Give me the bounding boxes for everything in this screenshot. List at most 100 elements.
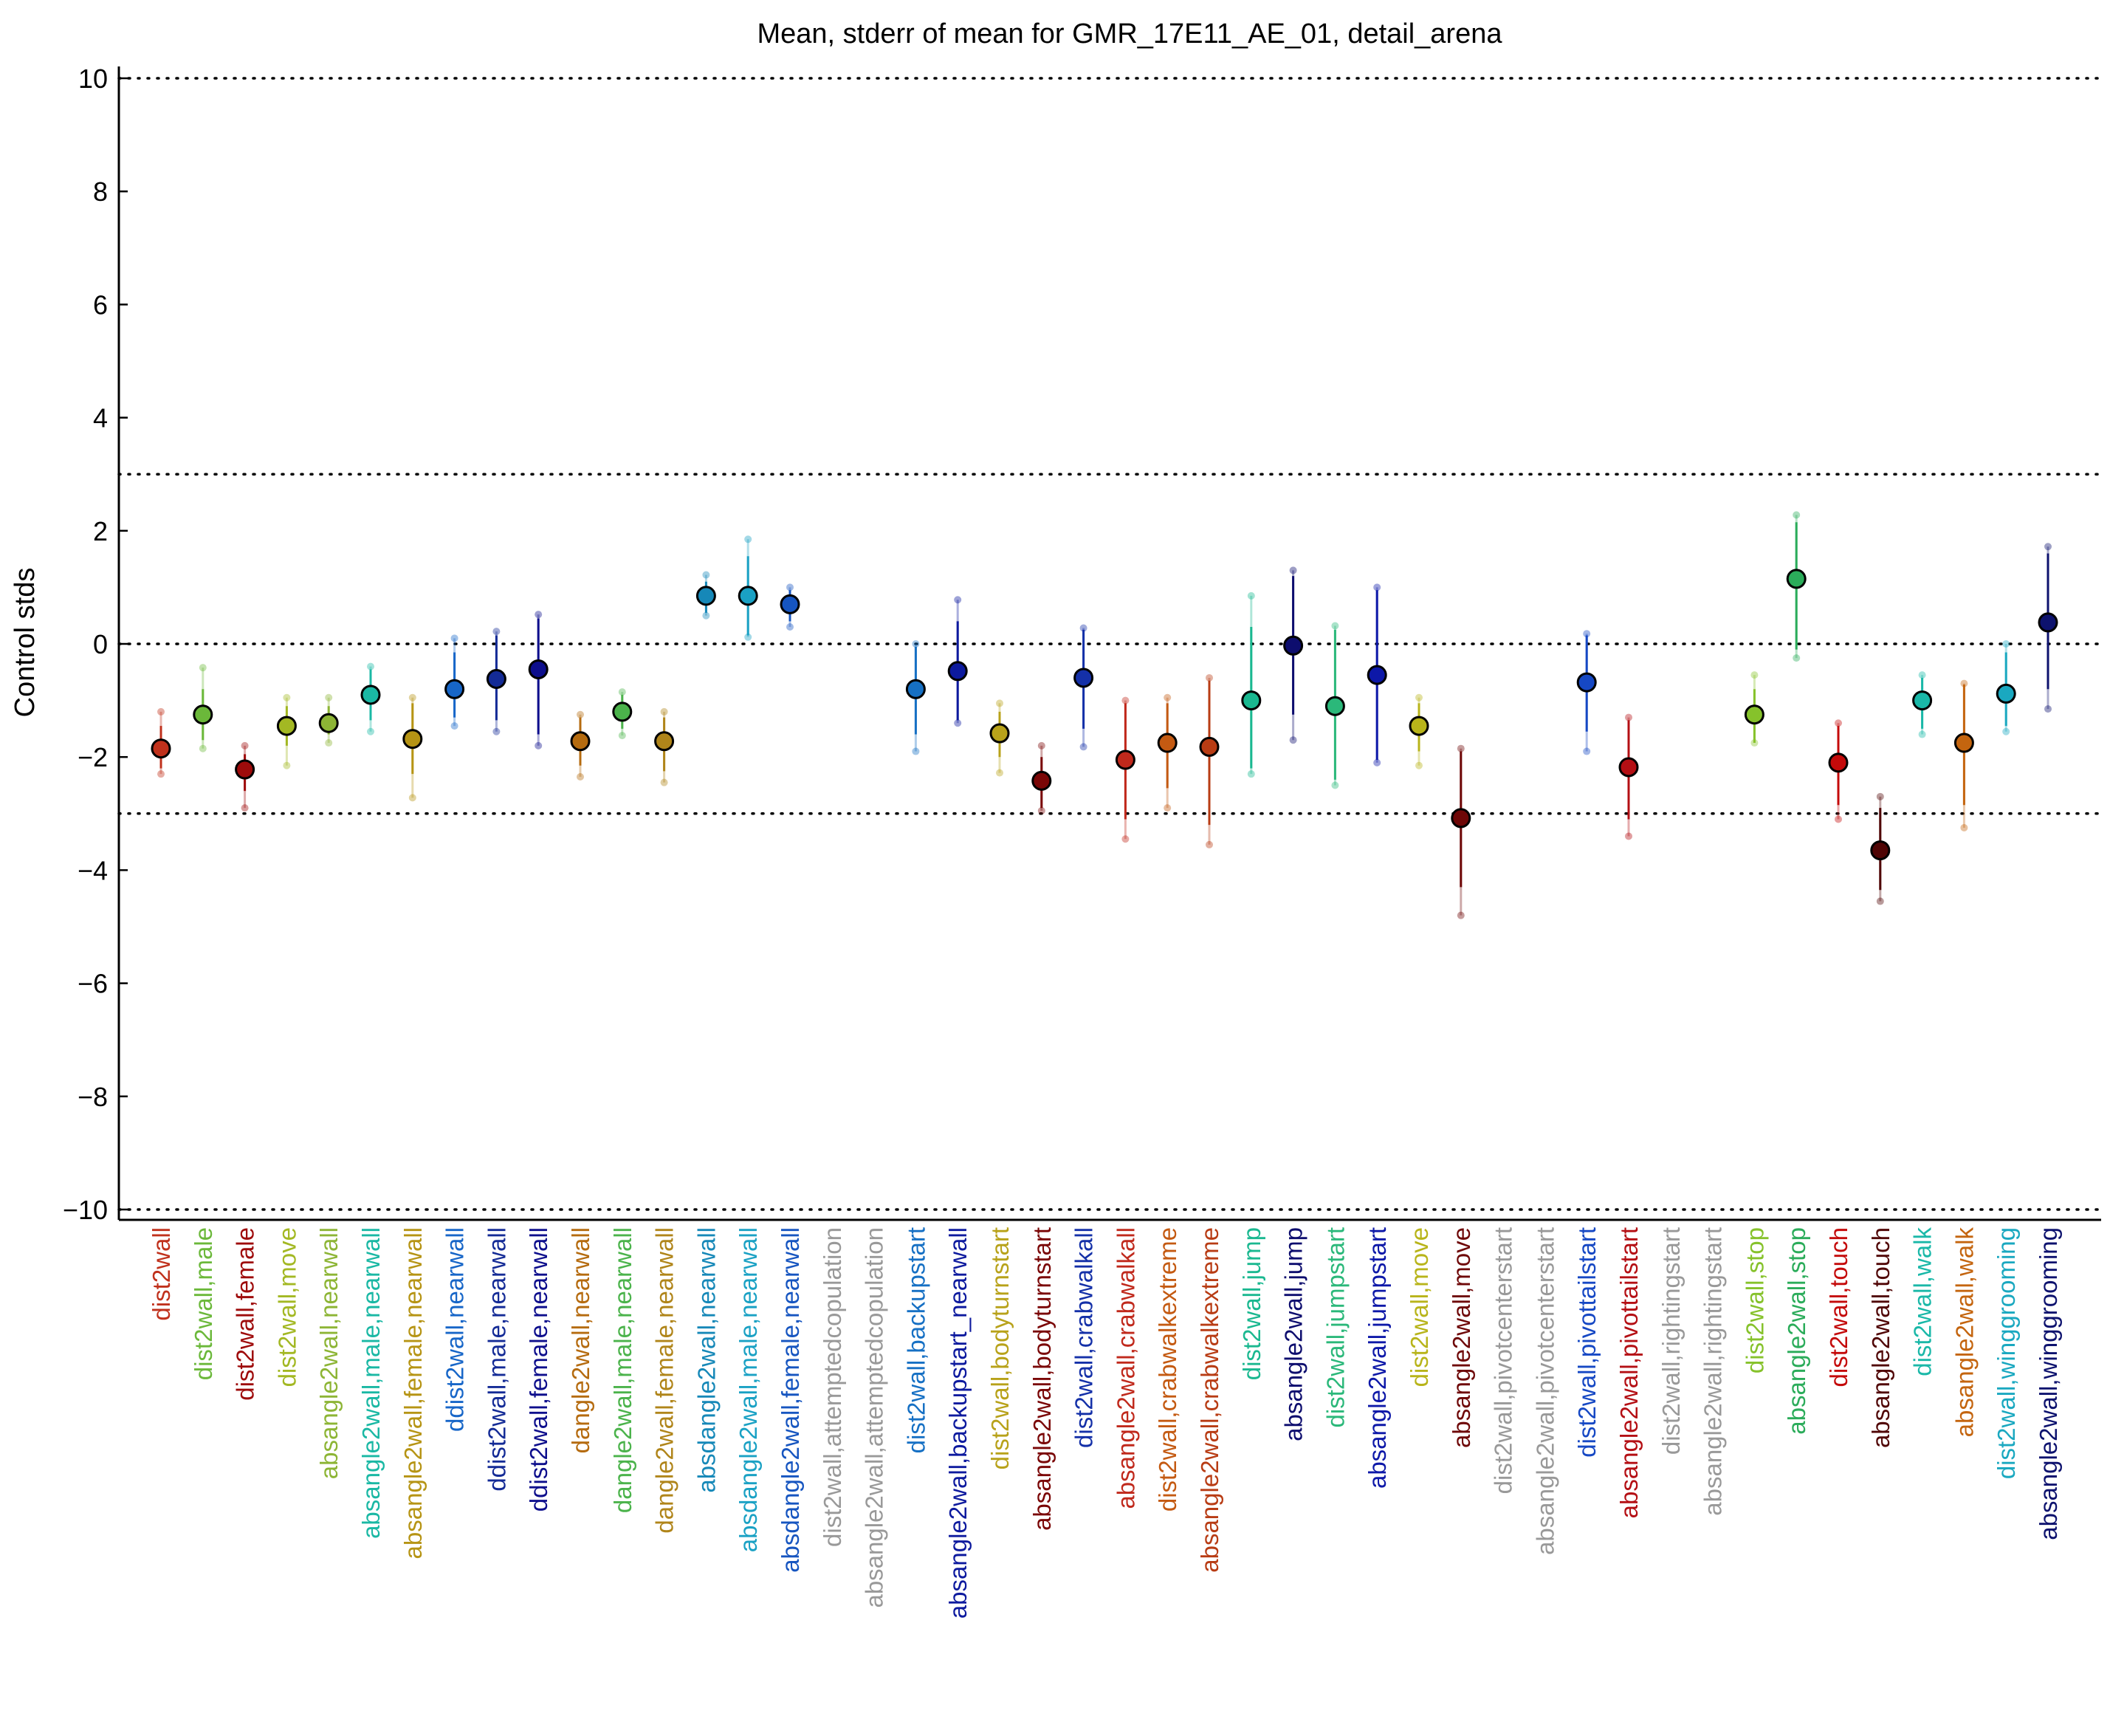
y-ticks: −10 −8 −6 −4 −2 0 2 4 6 8 10 (63, 64, 128, 1225)
data-point-group (1912, 671, 1933, 738)
y-tick-label: −2 (78, 742, 108, 772)
range-end-dot (1415, 761, 1423, 769)
mean-marker (1199, 736, 1220, 757)
range-end-dot (744, 633, 752, 641)
range-end-dot (702, 611, 710, 620)
data-point-group (1786, 511, 1807, 662)
range-end-dot (492, 628, 501, 636)
mean-marker (1996, 683, 2016, 704)
mean-marker (1409, 716, 1429, 736)
mean-marker (486, 668, 506, 689)
mean-marker (1870, 840, 1891, 861)
mean-marker (1828, 752, 1849, 773)
x-tick-label: absangle2wall,jump (1280, 1227, 1307, 1441)
data-point-group (738, 535, 758, 641)
x-tick-label: dist2wall,jump (1238, 1227, 1265, 1380)
range-end-dot (1793, 654, 1801, 662)
range-end-dot (618, 732, 626, 740)
y-tick-label: 6 (93, 289, 108, 320)
x-tick-label: dist2wall,female (232, 1227, 259, 1401)
mean-marker (1157, 733, 1178, 753)
x-tick-label: dist2wall,pivotcenterstart (1490, 1227, 1517, 1494)
y-tick-label: −4 (78, 855, 108, 885)
x-tick-label: dist2wall (148, 1227, 175, 1321)
mean-marker (695, 586, 716, 606)
range-end-dot (912, 747, 920, 755)
data-point-group (402, 693, 423, 802)
range-end-dot (702, 571, 710, 579)
range-end-dot (1876, 792, 1884, 800)
range-end-dot (1625, 713, 1632, 721)
range-end-dot (1918, 730, 1926, 738)
x-tick-label: dist2wall,move (273, 1227, 300, 1387)
range-end-dot (325, 693, 333, 701)
range-end-dot (1960, 823, 1968, 831)
y-tick-label: 4 (93, 403, 108, 433)
x-tick-label: absangle2wall,walk (1951, 1227, 1978, 1438)
data-point-group (1870, 792, 1891, 905)
range-end-dot (996, 699, 1003, 707)
range-end-dot (660, 707, 668, 716)
y-tick-label: −10 (63, 1195, 108, 1225)
range-end-dot (660, 778, 668, 786)
y-axis-label: Control stds (10, 568, 41, 718)
mean-marker (1953, 733, 1974, 753)
range-end-dot (1457, 911, 1465, 919)
x-tick-label: absangle2wall,male,nearwall (357, 1227, 385, 1539)
range-end-dot (450, 634, 458, 642)
range-end-dot (492, 727, 501, 735)
data-point-group (780, 583, 800, 631)
mean-marker (1241, 690, 1262, 711)
range-end-dot (2044, 705, 2052, 713)
data-point-group (1953, 679, 1974, 831)
x-tick-label: absangle2wall,touch (1867, 1227, 1894, 1448)
range-end-dot (450, 722, 458, 730)
reference-lines (117, 77, 2103, 1211)
mean-marker (193, 704, 213, 725)
mean-marker (276, 716, 297, 736)
range-end-dot (1373, 583, 1381, 591)
range-end-dot (1415, 693, 1423, 701)
x-tick-label: ddist2wall,male,nearwall (483, 1227, 510, 1492)
range-end-dot (283, 693, 291, 701)
mean-marker (1576, 672, 1597, 693)
range-end-dot (1793, 511, 1801, 519)
x-tick-label: dist2wall,rightingstart (1657, 1227, 1685, 1455)
data-point-group (1996, 640, 2016, 735)
range-end-dot (1037, 806, 1045, 814)
mean-marker (1073, 668, 1094, 688)
mean-marker (318, 713, 339, 733)
mean-marker (1115, 749, 1135, 770)
x-tick-label: dist2wall,crabwalkall (1071, 1227, 1098, 1448)
range-end-dot (1835, 719, 1842, 727)
x-tick-label: absdangle2wall,female,nearwall (777, 1227, 804, 1573)
range-end-dot (1331, 622, 1339, 630)
data-point-group (989, 699, 1010, 777)
data-point-group (1199, 673, 1220, 848)
x-tick-labels: dist2wall dist2wall,male dist2wall,female d… (148, 1227, 2062, 1619)
mean-marker (654, 731, 675, 752)
data-point-group (1324, 622, 1345, 789)
x-tick-label: dist2wall,walk (1909, 1227, 1937, 1376)
range-end-dot (1247, 770, 1255, 778)
data-point-group (1367, 583, 1387, 766)
range-end-dot (367, 662, 374, 670)
x-tick-label: absangle2wall,move (1448, 1227, 1475, 1448)
x-tick-label: absangle2wall,female,nearwall (399, 1227, 427, 1559)
x-tick-label: absangle2wall,jumpstart (1364, 1227, 1391, 1489)
range-end-dot (1079, 743, 1087, 751)
data-point-group (318, 693, 339, 747)
y-tick-label: 2 (93, 516, 108, 546)
data-point-group (528, 611, 549, 749)
range-end-dot (325, 739, 333, 747)
x-tick-label: dist2wall,pivottailstart (1573, 1227, 1601, 1458)
data-point-group (947, 596, 968, 727)
data-point-group (151, 707, 171, 778)
data-point-group (486, 628, 506, 735)
chart-title: Mean, stderr of mean for GMR_17E11_AE_01… (757, 18, 1503, 49)
data-point-group (612, 688, 633, 740)
range-end-dot (283, 761, 291, 769)
x-tick-label: absangle2wall,nearwall (315, 1227, 343, 1479)
